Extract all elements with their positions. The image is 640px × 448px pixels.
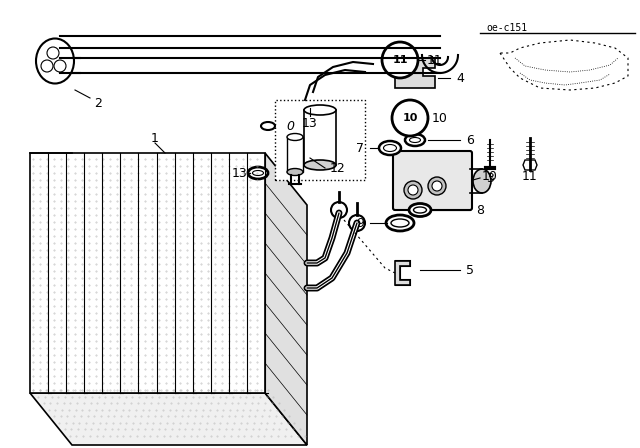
Circle shape [404,181,422,199]
FancyBboxPatch shape [393,151,472,210]
Text: 11: 11 [522,169,538,182]
Circle shape [428,177,446,195]
Bar [304,110,336,165]
Ellipse shape [253,171,264,176]
Ellipse shape [386,215,414,231]
Ellipse shape [473,169,491,193]
Ellipse shape [409,203,431,216]
Text: 1: 1 [151,132,159,145]
Circle shape [54,60,66,72]
Text: 5: 5 [466,263,474,276]
Circle shape [349,215,365,231]
Text: 11: 11 [392,55,408,65]
Polygon shape [30,393,307,445]
Ellipse shape [383,145,397,151]
Ellipse shape [304,160,336,170]
Circle shape [41,60,53,72]
Text: 10: 10 [432,112,448,125]
Text: 9: 9 [356,216,364,229]
Polygon shape [523,160,537,170]
Text: 10: 10 [403,113,418,123]
Ellipse shape [413,207,426,213]
Ellipse shape [405,134,425,146]
Circle shape [408,185,418,195]
Text: 10: 10 [482,169,498,182]
Circle shape [392,100,428,136]
Text: 13: 13 [232,167,248,180]
Polygon shape [395,261,410,285]
Ellipse shape [248,167,268,179]
Text: 3: 3 [486,172,494,185]
Ellipse shape [261,122,275,130]
Circle shape [47,47,59,59]
Circle shape [382,42,418,78]
Text: 6: 6 [466,134,474,146]
Text: 8: 8 [476,203,484,216]
Ellipse shape [287,168,303,176]
Polygon shape [30,153,265,393]
Ellipse shape [410,138,420,142]
Polygon shape [265,153,307,445]
Text: oe-c151: oe-c151 [486,23,527,33]
Text: 13: 13 [302,116,318,129]
Ellipse shape [304,105,336,115]
Polygon shape [395,58,435,88]
Text: 12: 12 [330,161,346,175]
Ellipse shape [287,134,303,141]
Ellipse shape [391,219,409,227]
Text: 11: 11 [427,53,443,66]
Circle shape [331,202,347,218]
Bar [287,137,303,172]
Text: 4: 4 [456,72,464,85]
Bar [275,100,365,180]
Circle shape [432,181,442,191]
Ellipse shape [379,141,401,155]
Text: 0: 0 [286,120,294,133]
Ellipse shape [36,39,74,83]
Text: 2: 2 [94,96,102,109]
Text: 7: 7 [356,142,364,155]
